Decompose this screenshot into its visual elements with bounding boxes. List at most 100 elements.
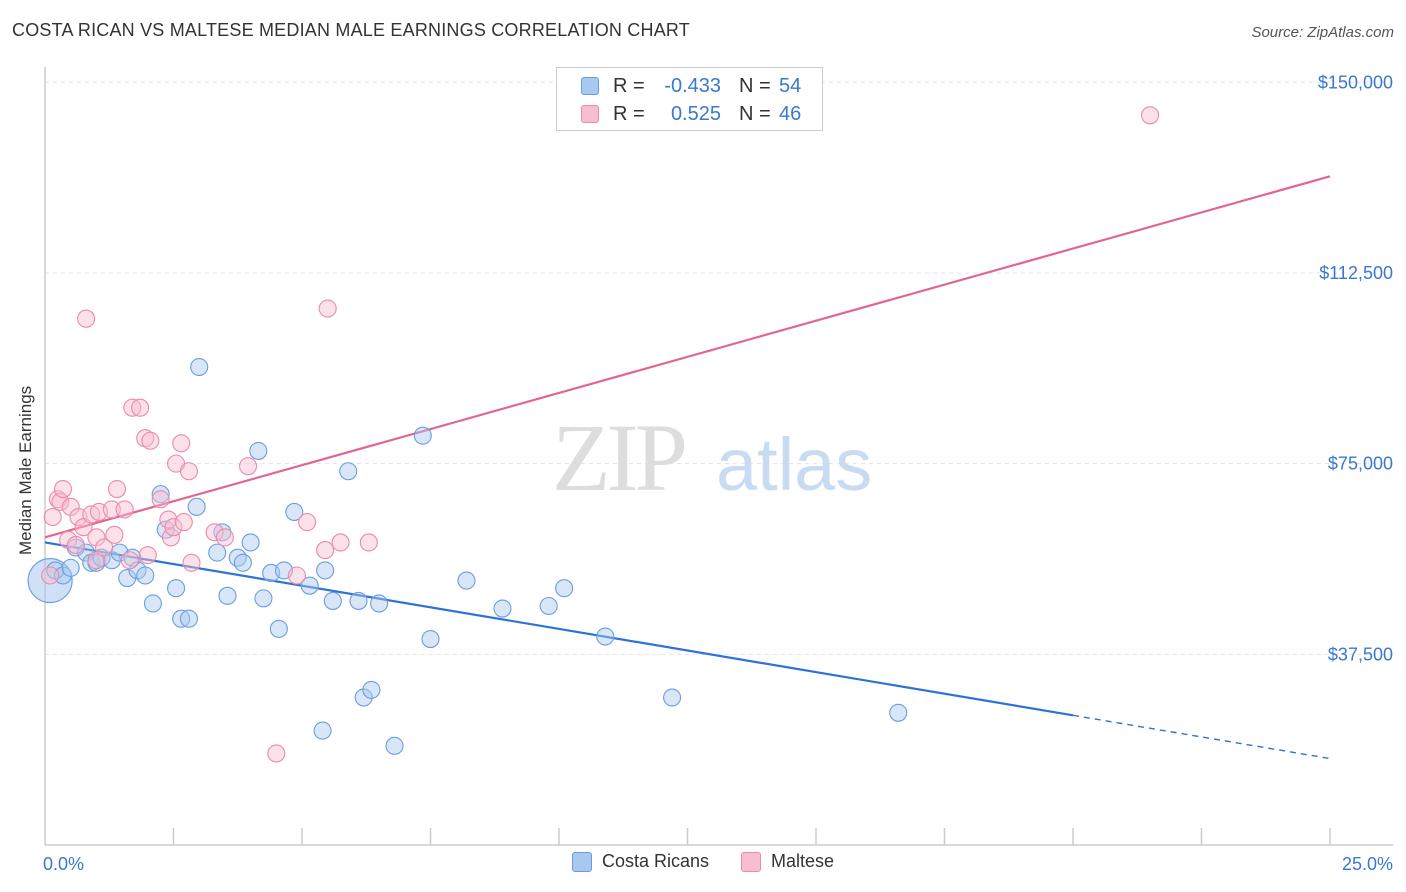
maltese-trend-line [44, 175, 1331, 539]
costa-ricans-trend-extension [1072, 714, 1331, 760]
costa-ricans-point[interactable] [596, 627, 615, 646]
costa-ricans-point[interactable] [233, 553, 252, 572]
maltese-point[interactable] [267, 744, 286, 763]
costa-ricans-point[interactable] [118, 568, 137, 588]
costa-ricans-point[interactable] [385, 736, 404, 755]
costa-ricans-trend-line [44, 541, 1074, 717]
costa-ricans-point[interactable] [413, 426, 432, 445]
costa-ricans-point[interactable] [285, 502, 304, 521]
y-tick-label: $75,000 [1328, 454, 1393, 474]
maltese-point[interactable] [298, 513, 317, 532]
costa-ricans-point[interactable] [213, 523, 232, 542]
costa-ricans-point[interactable] [27, 558, 73, 604]
n-label: N = [739, 102, 771, 125]
maltese-point[interactable] [182, 553, 201, 572]
costa-ricans-point[interactable] [143, 594, 162, 613]
maltese-point[interactable] [164, 518, 183, 537]
maltese-point[interactable] [105, 525, 124, 544]
maltese-point[interactable] [53, 480, 73, 499]
maltese-point[interactable] [179, 462, 198, 481]
costa-ricans-point[interactable] [218, 586, 237, 605]
costa-ricans-point[interactable] [228, 548, 247, 567]
maltese-point[interactable] [287, 566, 306, 585]
costa-ricans-point[interactable] [241, 533, 260, 552]
maltese-point[interactable] [1141, 106, 1160, 125]
series-legend: Costa Ricans Maltese [0, 851, 1406, 872]
maltese-point[interactable] [66, 535, 85, 555]
costa-ricans-point[interactable] [349, 591, 368, 610]
maltese-point[interactable] [205, 523, 224, 542]
maltese-point[interactable] [87, 528, 106, 547]
watermark-zip: ZIP [552, 404, 685, 511]
maltese-swatch [581, 105, 599, 123]
chart-title: COSTA RICAN VS MALTESE MEDIAN MALE EARNI… [12, 20, 690, 40]
maltese-point[interactable] [141, 431, 160, 450]
data-points [27, 106, 1160, 763]
costa-ricans-point[interactable] [179, 609, 198, 628]
costa-ricans-point[interactable] [167, 579, 186, 598]
maltese-point[interactable] [138, 546, 157, 565]
costa-ricans-point[interactable] [421, 630, 440, 649]
costa-ricans-point[interactable] [172, 609, 191, 628]
maltese-point[interactable] [215, 528, 234, 547]
costa-ricans-point[interactable] [370, 594, 389, 613]
maltese-point[interactable] [238, 457, 258, 476]
costa-ricans-point[interactable] [151, 485, 170, 504]
costa-ricans-point[interactable] [187, 497, 206, 516]
costa-ricans-point[interactable] [493, 599, 512, 618]
costa-ricans-point[interactable] [136, 566, 155, 585]
maltese-point[interactable] [151, 490, 170, 509]
maltese-point[interactable] [359, 533, 378, 552]
maltese-point[interactable] [61, 497, 80, 516]
costa-ricans-point[interactable] [82, 553, 101, 572]
maltese-point[interactable] [123, 398, 142, 417]
maltese-point[interactable] [131, 398, 150, 417]
maltese-point[interactable] [43, 507, 62, 527]
x-tick-label-min: 0.0% [43, 854, 84, 874]
costa-ricans-point[interactable] [190, 357, 209, 377]
maltese-point[interactable] [95, 538, 114, 557]
costa-ricans-point[interactable] [889, 703, 908, 722]
costa-ricans-point[interactable] [249, 441, 268, 460]
maltese-point[interactable] [316, 541, 335, 560]
costa-ricans-point[interactable] [254, 589, 273, 608]
maltese-point[interactable] [102, 500, 121, 519]
maltese-point[interactable] [172, 434, 191, 453]
maltese-point[interactable] [41, 566, 60, 585]
costa-ricans-point[interactable] [539, 596, 558, 616]
costa-ricans-point[interactable] [300, 576, 319, 595]
costa-ricans-point[interactable] [313, 721, 332, 740]
maltese-point[interactable] [331, 533, 350, 552]
r-label: R = [613, 102, 645, 125]
legend-item-costa-ricans[interactable]: Costa Ricans [571, 851, 709, 872]
y-tick-label: $112,500 [1319, 263, 1393, 283]
maltese-point[interactable] [115, 500, 134, 519]
costa-ricans-point[interactable] [269, 619, 288, 638]
maltese-point[interactable] [174, 513, 193, 532]
costa-ricans-point[interactable] [354, 688, 373, 707]
stats-row-maltese: R = 0.525 N = 46 [581, 100, 801, 128]
costa-ricans-point[interactable] [53, 566, 73, 585]
stats-row-costa-ricans: R = -0.433 N = 54 [581, 72, 801, 100]
x-ticks [172, 828, 1331, 845]
legend-item-maltese[interactable]: Maltese [741, 851, 834, 872]
x-tick-label-max: 25.0% [1342, 854, 1393, 874]
maltese-point[interactable] [77, 309, 96, 328]
costa-ricans-point[interactable] [457, 571, 476, 590]
costa-ricans-point[interactable] [61, 558, 80, 577]
costa-ricans-point[interactable] [663, 688, 682, 707]
costa-ricans-point[interactable] [339, 462, 358, 481]
maltese-point[interactable] [120, 551, 139, 570]
costa-ricans-point[interactable] [555, 579, 574, 598]
maltese-point[interactable] [107, 480, 127, 499]
r-value: 0.525 [670, 102, 721, 125]
maltese-point[interactable] [136, 429, 155, 448]
costa-ricans-point[interactable] [362, 680, 381, 699]
trend-lines [44, 175, 1331, 760]
costa-ricans-point[interactable] [323, 591, 342, 610]
costa-ricans-point[interactable] [208, 543, 227, 562]
y-tick-labels: $37,500 $75,000 $112,500 $150,000 [1318, 72, 1393, 664]
costa-ricans-point[interactable] [316, 561, 335, 580]
maltese-point[interactable] [318, 299, 337, 318]
